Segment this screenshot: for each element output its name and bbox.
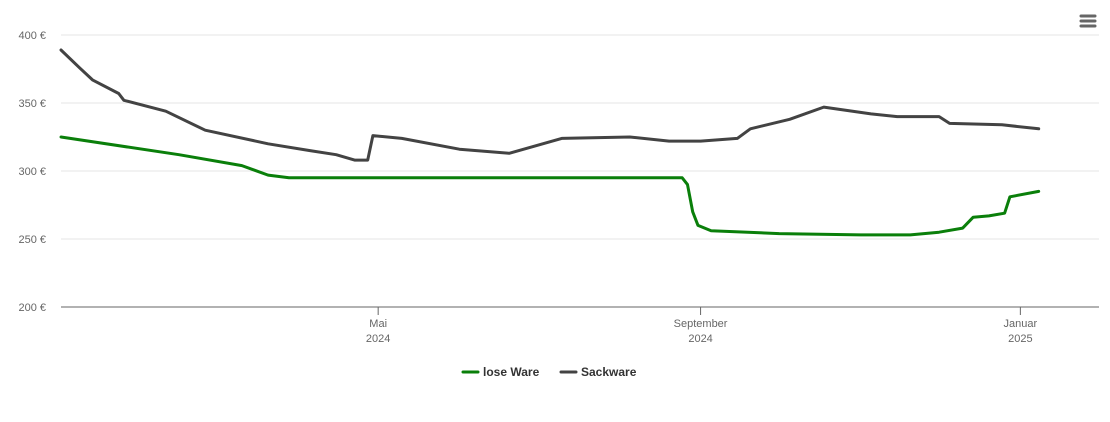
- legend-item[interactable]: Sackware: [559, 365, 637, 379]
- series-lines: [59, 48, 1041, 237]
- series-line: [59, 135, 1041, 237]
- hamburger-menu-icon[interactable]: [1076, 10, 1100, 32]
- x-tick-month: Januar: [1004, 318, 1038, 330]
- y-axis-labels: 200 € 250 € 300 € 350 € 400 €: [18, 30, 46, 314]
- legend-label: lose Ware: [483, 365, 540, 379]
- x-tick-month: Mai: [369, 318, 387, 330]
- x-tick-year: 2024: [688, 333, 712, 345]
- legend[interactable]: lose Ware Sackware: [461, 365, 637, 379]
- y-tick-label: 250 €: [18, 234, 46, 246]
- x-axis: [61, 306, 1099, 315]
- gridlines: [61, 34, 1099, 240]
- x-tick-year: 2025: [1008, 333, 1032, 345]
- y-tick-label: 200 €: [18, 302, 46, 314]
- x-tick-year: 2024: [366, 333, 390, 345]
- y-tick-label: 400 €: [18, 30, 46, 42]
- legend-label: Sackware: [581, 365, 637, 379]
- series-line: [59, 48, 1041, 162]
- legend-item[interactable]: lose Ware: [461, 365, 540, 379]
- x-axis-labels: Mai 2024 September 2024 Januar 2025: [366, 318, 1038, 345]
- y-tick-label: 300 €: [18, 166, 46, 178]
- x-tick-month: September: [674, 318, 728, 330]
- y-tick-label: 350 €: [18, 98, 46, 110]
